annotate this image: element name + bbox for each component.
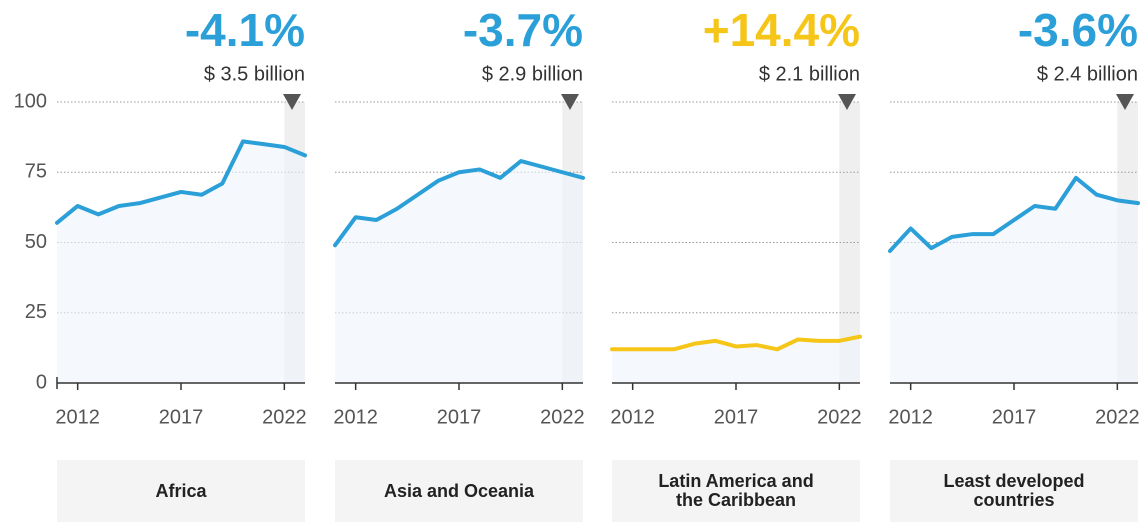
x-tick-label: 2022 (262, 406, 307, 428)
subtitle: $ 2.4 billion (1037, 63, 1138, 85)
subtitle: $ 2.1 billion (759, 63, 860, 85)
y-tick-label: 75 (25, 161, 47, 183)
region-label: Asia and Oceania (383, 480, 535, 501)
region-label-box: Asia and Oceania (335, 460, 583, 522)
subtitle: $ 2.9 billion (482, 63, 583, 85)
x-tick-label: 2012 (55, 406, 100, 428)
region-label: Latin America and the Caribbean (658, 471, 814, 510)
region-label-box: Least developed countries (890, 460, 1138, 522)
region-label-box: Africa (57, 460, 305, 522)
x-tick-label: 2017 (992, 406, 1037, 428)
line-area (612, 336, 860, 383)
x-tick-label: 2017 (159, 406, 204, 428)
y-tick-label: 100 (14, 90, 47, 112)
latest-marker (838, 94, 856, 110)
x-tick-label: 2012 (610, 406, 655, 428)
headline: -3.6% (1018, 4, 1138, 56)
line-area (890, 177, 1138, 383)
x-tick-label: 2022 (1095, 406, 1140, 428)
x-tick-label: 2017 (714, 406, 759, 428)
latest-marker (1116, 94, 1134, 110)
chart: 0 25 50 75 100 2012 2017 2022 -4.1% $ 3.5 billion… (14, 4, 1140, 428)
latest-marker (283, 94, 301, 110)
y-tick-label: 50 (25, 231, 47, 253)
y-tick-label: 0 (36, 371, 47, 393)
headline: +14.4% (703, 4, 860, 56)
region-label: Africa (155, 480, 207, 501)
x-tick-label: 2017 (437, 406, 482, 428)
line (55, 139, 307, 225)
region-label: Least developed countries (943, 471, 1085, 510)
x-tick-label: 2022 (540, 406, 585, 428)
x-tick-label: 2012 (333, 406, 378, 428)
x-tick-label: 2022 (817, 406, 862, 428)
line (888, 175, 1140, 253)
line-area (335, 161, 583, 383)
headline: -3.7% (463, 4, 583, 56)
region-label-box: Latin America and the Caribbean (612, 460, 860, 522)
line (333, 159, 585, 248)
subtitle: $ 3.5 billion (204, 63, 305, 85)
line-area (57, 141, 305, 383)
latest-marker (561, 94, 579, 110)
headline: -4.1% (185, 4, 305, 56)
x-tick-label: 2012 (888, 406, 933, 428)
line (610, 334, 862, 352)
y-tick-label: 25 (25, 301, 47, 323)
